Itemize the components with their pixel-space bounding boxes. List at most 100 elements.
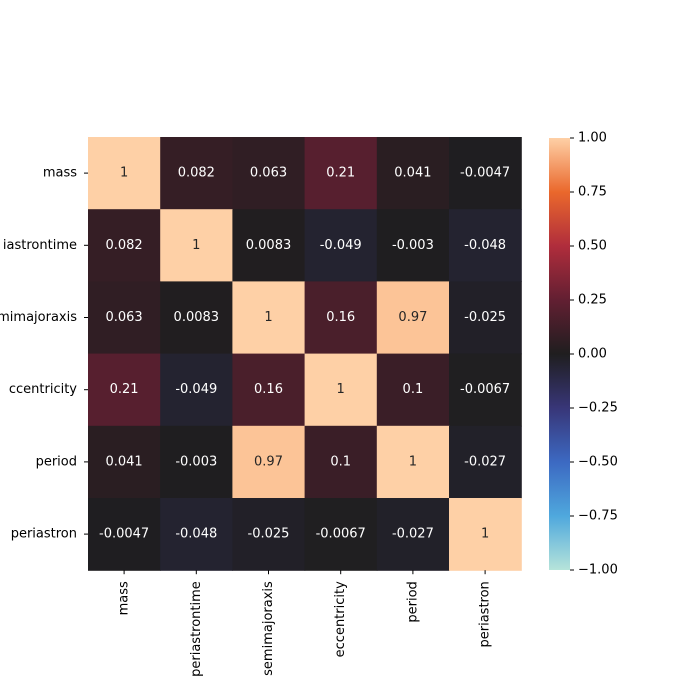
cell-annotation: 1	[481, 527, 489, 542]
cell-annotation: 1	[337, 382, 345, 397]
cell-annotation: -0.003	[175, 454, 217, 469]
cell-annotation: -0.049	[320, 238, 362, 253]
colorbar-tick-label: 0.25	[578, 293, 607, 308]
heatmap-cell	[449, 498, 522, 571]
heatmap-cell	[232, 137, 306, 210]
x-tick-labels: mass periastrontime semimajoraxis eccentric…	[117, 570, 493, 677]
y-tick-label: iastrontime	[3, 238, 77, 253]
heatmap-cell	[376, 137, 450, 210]
heatmap-cell	[304, 498, 378, 571]
cell-annotation: 0.082	[105, 238, 142, 253]
colorbar-tick-label: 1.00	[578, 131, 607, 146]
cell-annotation: -0.048	[175, 527, 217, 542]
heatmap-cell	[232, 498, 306, 571]
heatmap-cell	[232, 425, 306, 499]
cell-annotation: -0.0067	[460, 382, 510, 397]
cell-annotation: -0.0067	[316, 527, 366, 542]
heatmap-cell	[160, 137, 233, 210]
heatmap-cell	[232, 281, 306, 355]
colorbar-tick-label: 0.00	[578, 347, 607, 362]
cell-annotation: 0.1	[330, 454, 351, 469]
cell-annotation: -0.049	[175, 382, 217, 397]
x-tick-label: period	[405, 581, 420, 622]
heatmap-cell	[304, 425, 378, 499]
heatmap-cell	[88, 209, 161, 282]
cell-annotation: 0.0083	[246, 238, 292, 253]
heatmap-cell	[232, 209, 306, 282]
heatmap-cell	[449, 137, 522, 210]
heatmap-cell	[160, 353, 233, 427]
cell-annotation: 1	[120, 166, 128, 181]
heatmap-cells	[88, 137, 522, 571]
y-tick-label: mass	[43, 166, 77, 181]
x-tick-label: eccentricity	[333, 581, 348, 657]
heatmap-cell	[88, 425, 161, 499]
cell-annotation: -0.027	[392, 527, 434, 542]
cell-annotation: -0.048	[464, 238, 506, 253]
x-tick-label: semimajoraxis	[261, 581, 276, 676]
cell-annotation: -0.0047	[99, 527, 149, 542]
cell-annotation: 0.21	[326, 166, 355, 181]
cell-annotation: 1	[264, 310, 272, 325]
heatmap-cell	[88, 281, 161, 355]
x-tick-label: mass	[117, 581, 132, 615]
y-tick-labels: mass iastrontime mimajoraxis ccentricity per…	[0, 166, 88, 542]
heatmap-cell	[304, 137, 378, 210]
cell-annotation: -0.025	[248, 527, 290, 542]
cell-annotation: -0.003	[392, 238, 434, 253]
heatmap-cell	[304, 209, 378, 282]
cell-annotation: -0.027	[464, 454, 506, 469]
heatmap-cell	[449, 425, 522, 499]
cell-annotation: 0.97	[254, 454, 283, 469]
cell-annotation: 1	[192, 238, 200, 253]
heatmap-cell	[376, 281, 450, 355]
cell-annotation: 0.063	[105, 310, 142, 325]
heatmap-cell	[376, 209, 450, 282]
heatmap-cell	[88, 353, 161, 427]
y-tick-label: period	[36, 454, 77, 469]
heatmap-cell	[376, 353, 450, 427]
heatmap-cell	[376, 498, 450, 571]
cell-annotation: 0.041	[105, 454, 142, 469]
heatmap-cell	[376, 425, 450, 499]
cell-annotation: 0.041	[394, 166, 431, 181]
cell-annotation: 0.21	[110, 382, 139, 397]
heatmap-cell	[160, 425, 233, 499]
cell-annotation: 0.082	[178, 166, 215, 181]
colorbar-tick-label: −0.25	[578, 401, 618, 416]
colorbar-tick-label: 0.75	[578, 185, 607, 200]
cell-annotation: 0.063	[250, 166, 287, 181]
heatmap-cell	[160, 498, 233, 571]
cell-annotation: -0.025	[464, 310, 506, 325]
heatmap-cell	[88, 137, 161, 210]
x-tick-label: periastron	[478, 581, 493, 647]
cell-annotation: 1	[409, 454, 417, 469]
colorbar-gradient	[549, 138, 570, 570]
y-tick-label: periastron	[11, 527, 77, 542]
heatmap-cell	[304, 281, 378, 355]
x-tick-label: periastrontime	[189, 581, 204, 677]
y-tick-label: mimajoraxis	[0, 310, 77, 325]
heatmap-cell	[88, 498, 161, 571]
cell-annotation: -0.0047	[460, 166, 510, 181]
cell-annotation: 0.16	[254, 382, 283, 397]
heatmap-cell	[232, 353, 306, 427]
colorbar: 1.00 0.75 0.50 0.25 0.00 −0.25 −0.50 −0.75 −1.00	[549, 131, 618, 578]
heatmap-annotations: 1 0.082 0.063 0.21 0.041 -0.0047 0.082 1 0.0083 -…	[99, 166, 510, 542]
colorbar-tick-label: −0.50	[578, 455, 618, 470]
cell-annotation: 0.97	[398, 310, 427, 325]
colorbar-tick-label: −1.00	[578, 563, 618, 578]
colorbar-tick-label: −0.75	[578, 509, 618, 524]
cell-annotation: 0.1	[403, 382, 424, 397]
heatmap-cell	[160, 281, 233, 355]
y-tick-label: ccentricity	[9, 382, 77, 397]
colorbar-tick-label: 0.50	[578, 239, 607, 254]
cell-annotation: 0.16	[326, 310, 355, 325]
heatmap-cell	[449, 209, 522, 282]
cell-annotation: 0.0083	[174, 310, 220, 325]
heatmap-cell	[449, 353, 522, 427]
heatmap-cell	[304, 353, 378, 427]
heatmap-cell	[160, 209, 233, 282]
heatmap-cell	[449, 281, 522, 355]
